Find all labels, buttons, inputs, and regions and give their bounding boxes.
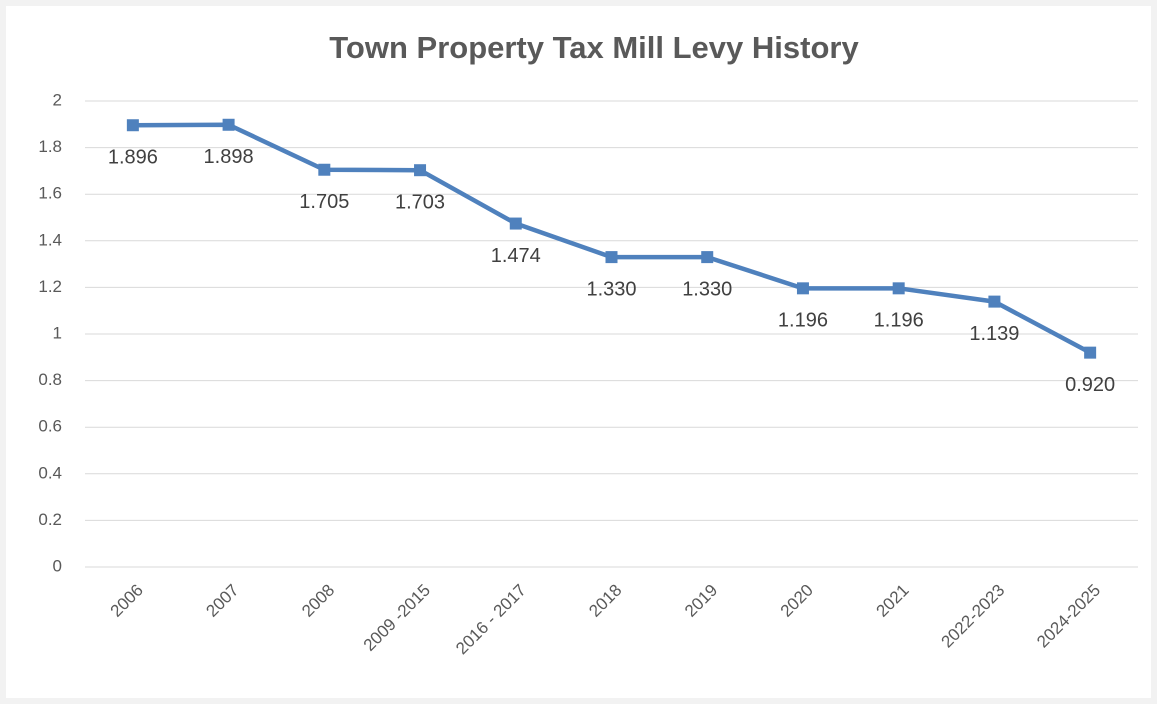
y-tick-label: 1.4 [38, 230, 62, 249]
data-label: 1.474 [491, 245, 541, 267]
data-label: 1.703 [395, 191, 445, 213]
chart-title: Town Property Tax Mill Levy History [329, 30, 859, 65]
y-tick-label: 0.2 [38, 510, 62, 529]
y-tick-label: 1.6 [38, 184, 62, 203]
data-label: 1.330 [586, 278, 636, 300]
y-tick-label: 1.8 [38, 137, 62, 156]
data-label: 1.196 [778, 310, 828, 332]
y-tick-label: 1 [53, 323, 62, 342]
marker [1084, 346, 1097, 359]
data-label: 1.196 [874, 310, 924, 332]
marker [605, 251, 618, 264]
y-tick-label: 2 [53, 90, 62, 109]
marker [796, 282, 809, 295]
y-tick-label: 0.6 [38, 417, 62, 436]
data-label: 0.920 [1065, 374, 1115, 396]
data-label: 1.139 [969, 323, 1019, 345]
marker [414, 164, 427, 177]
marker [318, 163, 331, 176]
y-tick-label: 0 [53, 556, 62, 575]
data-label: 1.896 [108, 147, 158, 169]
marker [222, 118, 235, 131]
y-tick-label: 1.2 [38, 277, 62, 296]
chart-area [6, 6, 1151, 698]
y-tick-label: 0.8 [38, 370, 62, 389]
marker [701, 251, 714, 264]
marker [988, 295, 1001, 308]
marker [509, 217, 522, 230]
data-label: 1.705 [299, 191, 349, 213]
marker [126, 119, 139, 132]
marker [892, 282, 905, 295]
data-label: 1.330 [682, 278, 732, 300]
y-tick-label: 0.4 [38, 463, 62, 482]
data-label: 1.898 [204, 146, 254, 168]
